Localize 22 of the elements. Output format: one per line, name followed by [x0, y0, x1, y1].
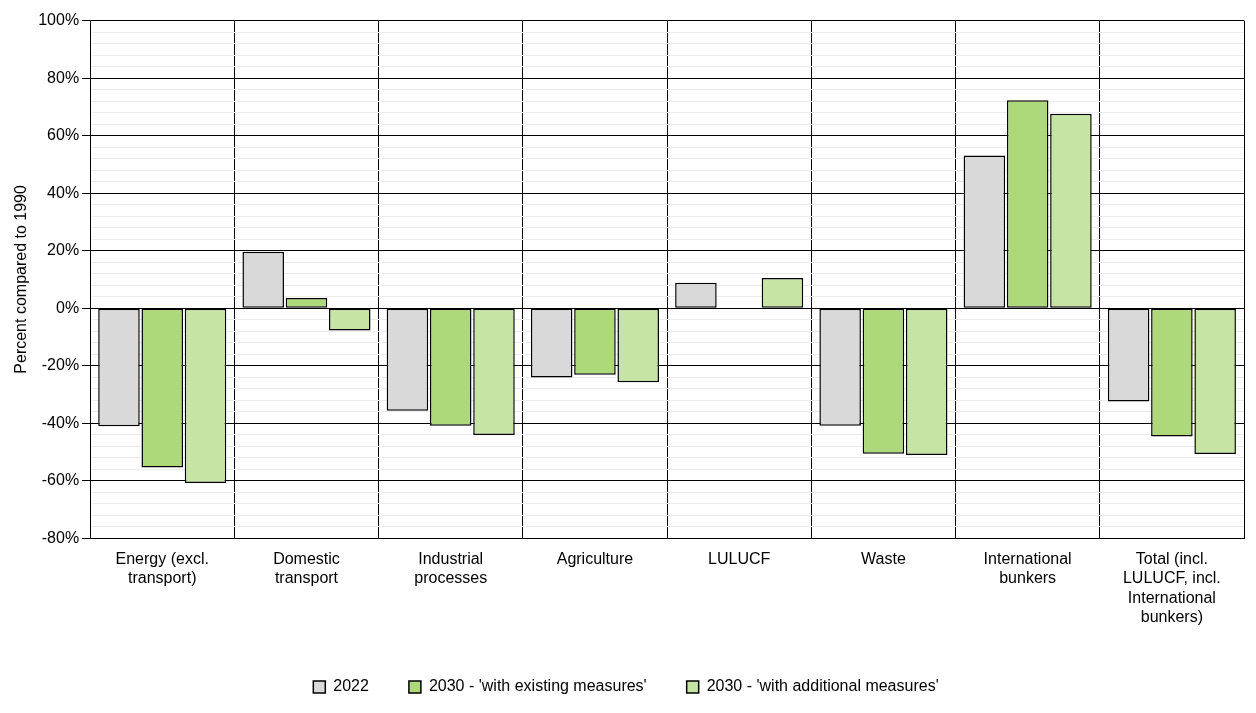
y-tick-label: 20% [47, 241, 80, 259]
y-tick-label: 100% [38, 11, 80, 29]
y-tick-label: 60% [47, 126, 80, 144]
x-tick-label: Domestic transport [273, 550, 340, 587]
y-tick-label: 80% [47, 68, 80, 86]
y-tick-label: 0% [56, 298, 80, 316]
y-tick-label: -40% [41, 413, 80, 431]
x-tick-label: Total (incl. LULUCF, incl. International bunkers) [1122, 550, 1221, 625]
y-axis-title: Percent compared to 1990 [12, 185, 30, 374]
x-tick-label: LULUCF [708, 550, 771, 568]
x-tick-label: Industrial processes [414, 550, 488, 587]
x-tick-label: Agriculture [556, 550, 634, 568]
x-tick-label: Waste [861, 550, 906, 568]
legend-label: 2022 [333, 677, 370, 695]
legend-label: 2030 - 'with existing measures' [428, 677, 647, 695]
y-tick-label: -80% [41, 528, 80, 546]
x-tick-label: Energy (excl. transport) [115, 550, 209, 587]
y-tick-label: -60% [41, 471, 80, 489]
y-tick-label: 40% [47, 183, 80, 201]
legend-label: 2030 - 'with additional measures' [706, 677, 939, 695]
y-tick-label: -20% [41, 356, 80, 374]
x-tick-label: International bunkers [983, 550, 1072, 587]
